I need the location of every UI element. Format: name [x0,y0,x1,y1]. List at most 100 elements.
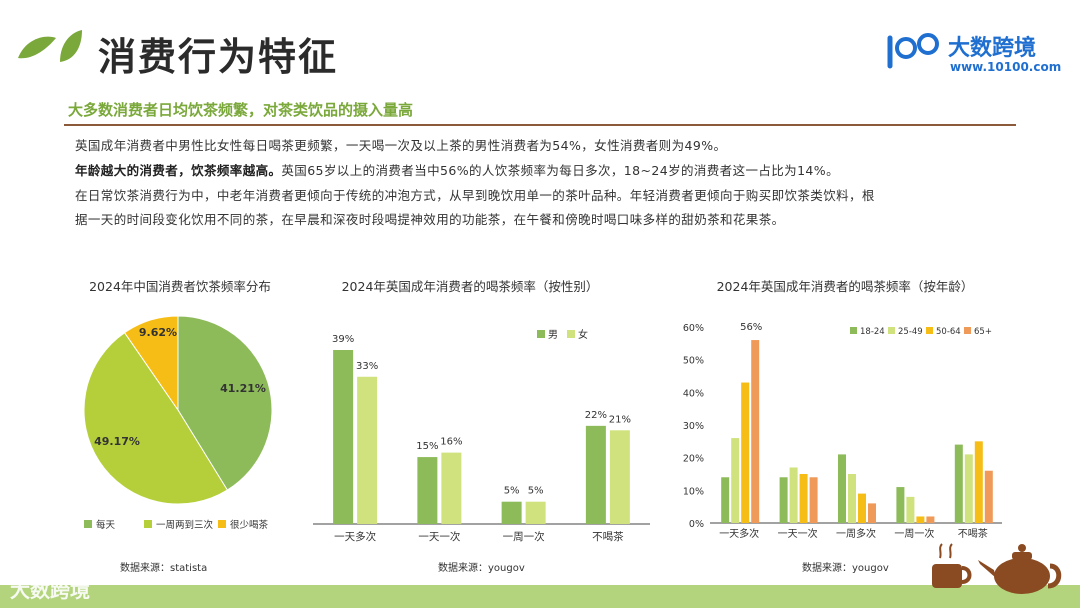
legend-label: 25-49 [898,327,923,337]
bar [609,430,630,524]
bar-data-label: 39% [332,334,354,345]
legend-label: 一周两到三次 [156,519,214,531]
pie-slice [123,315,179,412]
bar [896,487,905,523]
y-tick-label: 60% [683,323,704,334]
x-tick-label: 一周多次 [836,527,876,540]
bar-data-label: 22% [585,410,607,421]
bar [974,441,983,523]
bar [721,477,730,523]
bar [357,376,378,524]
legend-swatch [144,520,152,528]
pie-data-label: 49.17% [94,435,140,448]
page-title: 消费行为特征 [98,35,339,79]
x-tick-label: 不喝茶 [592,530,624,543]
age-bar-chart: 0% 10% 20% 30% 40% 50% 60% 一天多次 一天一次 一周多次 一周一次 不喝茶 5… [683,322,1002,540]
gender-bar-chart: 39% 33% 一天多次 15% 16% 一天一次 5% 5% 一周一次 22% 21% 不喝茶 男 女 [313,328,650,543]
bar-data-label: 5% [528,486,544,497]
legend-swatch [850,327,857,334]
bar-data-label: 16% [440,437,462,448]
legend-label: 男 [548,329,558,341]
chart1-source: 数据来源：statista [120,563,208,574]
legend-label: 65+ [974,327,992,337]
legend-label: 每天 [96,519,116,531]
bar [585,425,606,524]
y-tick-label: 10% [683,486,704,497]
paragraph-4: 据一天的时间段变化饮用不同的茶，在早晨和深夜时段喝提神效用的功能茶，在午餐和傍晚… [75,212,785,227]
chart3-title: 2024年英国成年消费者的喝茶频率（按年龄） [716,279,974,294]
pie-slice [83,331,229,505]
bar [731,438,740,523]
pie-slice [177,315,273,491]
chart1-title: 2024年中国消费者饮茶频率分布 [89,279,271,294]
brand-url[interactable]: www.10100.com [950,60,1062,74]
bar [964,454,973,523]
bar [751,340,760,523]
paragraph-2: 年龄越大的消费者，饮茶频率越高。英国65岁以上的消费者当中56%的人饮茶频率为每… [75,160,839,179]
x-tick-label: 一天一次 [418,530,460,543]
bar-data-label: 33% [356,361,378,372]
paragraph-1: 英国成年消费者中男性比女性每日喝茶更频繁，一天喝一次及以上茶的男性消费者为54%… [75,138,727,153]
bar [501,501,522,524]
bar [779,477,788,523]
legend-label: 50-64 [936,327,961,337]
divider [64,124,1016,126]
teapot-icon [930,540,1065,604]
bar [916,516,925,523]
x-tick-label: 一天一次 [778,527,818,540]
bar [741,382,750,523]
bar [858,493,866,523]
bar [926,516,935,523]
bar [809,477,818,523]
bar-data-label: 5% [504,486,520,497]
section-subtitle: 大多数消费者日均饮茶频繁，对茶类饮品的摄入量高 [68,101,414,119]
bar [868,503,876,523]
brand-logo-icon [884,30,946,74]
bar [417,457,438,524]
legend-swatch [888,327,895,334]
bar [333,350,354,524]
legend-swatch [964,327,971,334]
legend-label: 很少喝茶 [230,519,269,531]
x-tick-label: 一周一次 [503,530,545,543]
y-tick-label: 20% [683,454,704,465]
paragraph-2-emphasis: 年龄越大的消费者，饮茶频率越高。 [75,163,282,178]
legend-swatch [537,330,545,338]
bar [789,467,798,523]
bar [838,454,846,523]
x-tick-label: 一天多次 [719,527,759,540]
bar [525,501,546,524]
bar-data-label: 21% [609,414,631,425]
chart3-source: 数据来源：yougov [802,563,889,574]
x-tick-label: 不喝茶 [958,527,988,540]
bar [848,474,856,523]
pie-data-label: 9.62% [139,326,177,339]
y-tick-label: 40% [683,388,704,399]
chart2-title: 2024年英国成年消费者的喝茶频率（按性别） [341,279,599,294]
brand-name: 大数跨境 [948,36,1037,61]
paragraph-3: 在日常饮茶消费行为中，中老年消费者更倾向于传统的冲泡方式，从早到晚饮用单一的茶叶… [75,188,875,203]
pie-data-label: 41.21% [220,382,266,395]
bar [799,474,808,523]
bar-data-label: 15% [416,441,438,452]
legend-label: 18-24 [860,327,885,337]
bar [906,496,915,523]
y-tick-label: 0% [689,519,704,530]
legend-swatch [567,330,575,338]
pie-chart: 41.21% 49.17% 9.62% 每天 一周两到三次 很少喝茶 [83,315,273,531]
legend-swatch [84,520,92,528]
leaf-logo-icon [16,28,84,72]
watermark: 大数跨境 [10,578,90,602]
legend-label: 女 [578,328,588,341]
y-tick-label: 50% [683,356,704,367]
bar [954,444,963,523]
bar-annotation: 56% [740,322,762,333]
bar [441,452,462,524]
chart2-source: 数据来源：yougov [438,563,525,574]
y-tick-label: 30% [683,421,704,432]
footer-band [0,585,1080,608]
x-tick-label: 一周一次 [894,527,934,540]
legend-swatch [218,520,226,528]
bar [984,470,993,523]
x-tick-label: 一天多次 [334,530,376,543]
